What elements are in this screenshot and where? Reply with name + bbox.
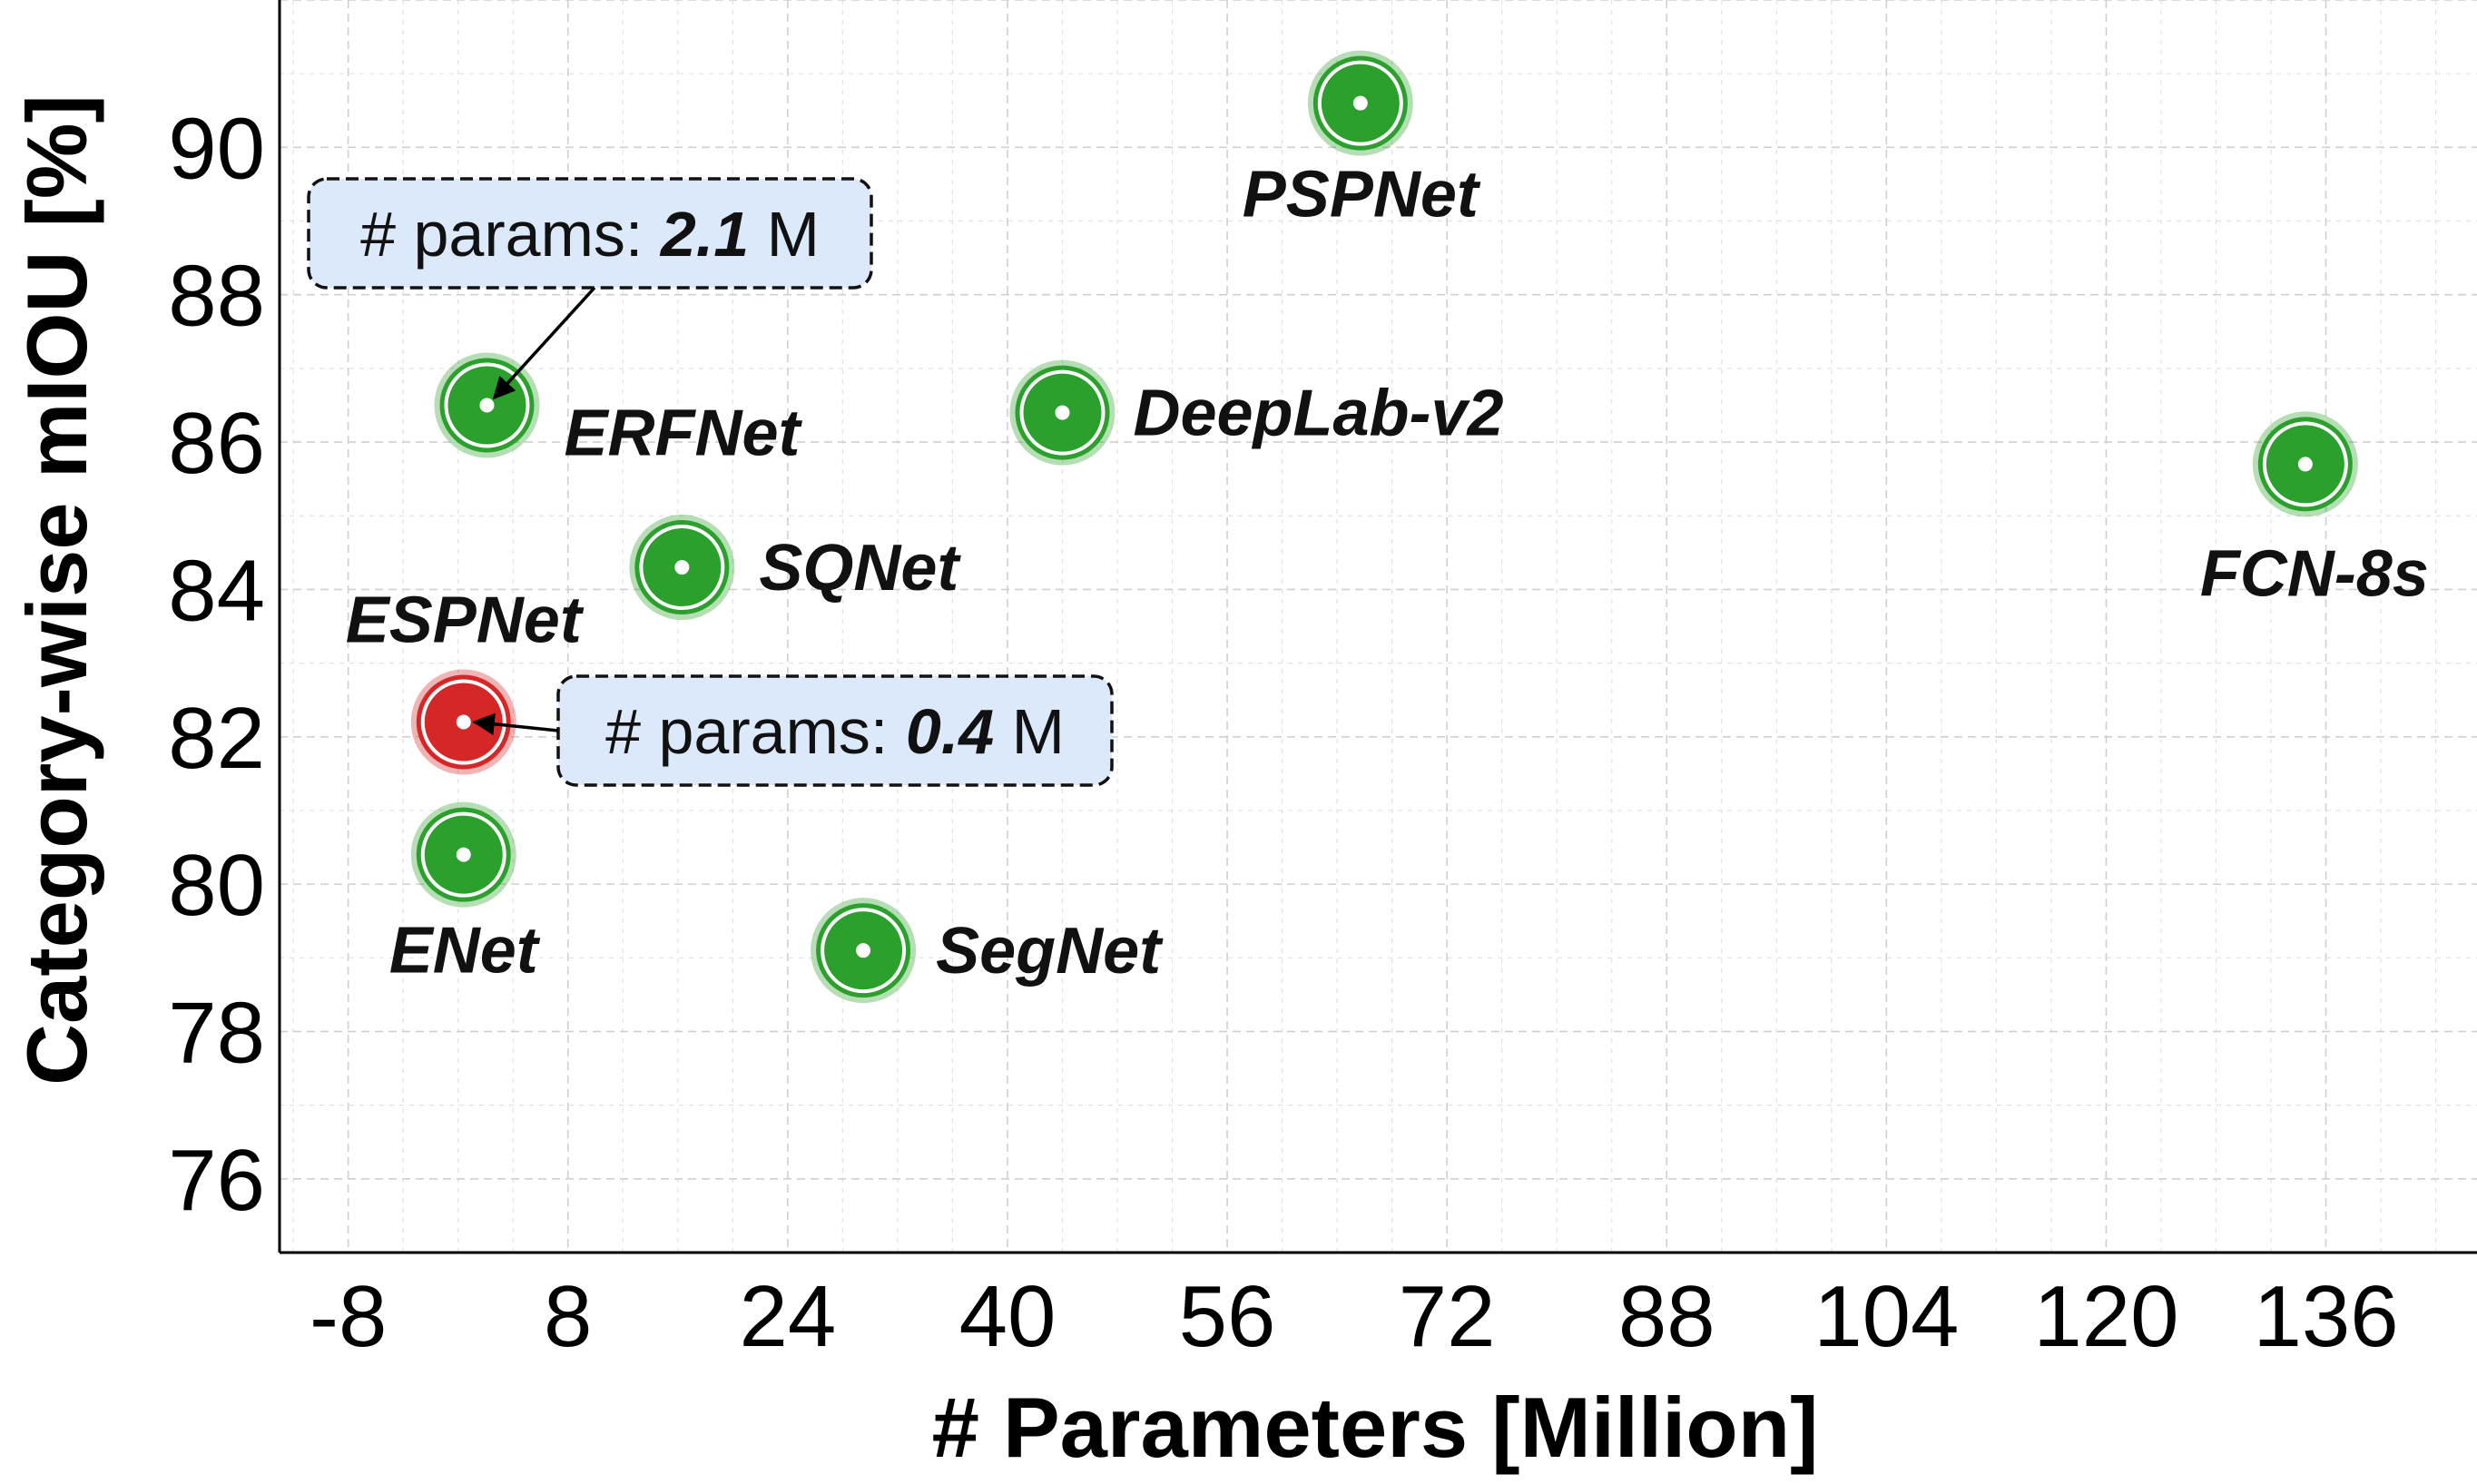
data-point: PSPNet [1243,50,1481,231]
data-point: ESPNet [346,585,585,775]
point-label: FCN-8s [2200,537,2429,610]
annotation-text: # params: 0.4 M [605,696,1065,767]
point-label: ERFNet [564,397,802,469]
point-center [674,560,690,575]
point-label: ENet [389,915,541,988]
annotation-arrow [472,713,559,735]
point-ring [420,811,506,898]
y-tick-label: 80 [168,837,265,934]
x-tick-label: -8 [310,1268,387,1365]
axes [278,0,2477,1254]
annotation-value: 0.4 [906,696,994,767]
x-tick-label: 104 [1814,1268,1959,1365]
x-tick-label: 72 [1399,1268,1496,1365]
data-point: SQNet [629,515,961,621]
x-tick-label: 40 [959,1268,1057,1365]
x-tick-label: 120 [2033,1268,2178,1365]
x-tick-label: 88 [1618,1268,1715,1365]
point-center [1055,405,1070,420]
point-ring [420,679,506,765]
annotation-prefix: # params: [360,199,661,270]
point-ring [444,362,530,448]
x-tick-label: 136 [2253,1268,2398,1365]
y-tick-label: 82 [168,690,265,787]
params-annotation: # params: 2.1 M [307,177,873,400]
data-point: FCN-8s [2200,411,2429,610]
point-ring [2262,421,2348,507]
point-label: PSPNet [1243,159,1481,231]
point-center [456,714,471,730]
point-label: SegNet [936,915,1164,988]
annotation-value: 2.1 [659,199,749,270]
y-tick-label: 78 [168,984,265,1081]
data-point: ERFNet [434,352,803,469]
point-label: SQNet [759,532,961,604]
point-ring [821,908,907,994]
y-tick-label: 76 [168,1132,265,1229]
point-center [856,943,871,958]
data-points: PSPNet ERFNet DeepLab-v2 FCN-8s SQNet ESPNet E… [346,50,2429,1004]
point-center [479,398,495,413]
point-ring [1317,60,1403,146]
tick-labels: -8 8 24 40 56 72 88 104 120 136 76 78 80 82 84 86 88 90 [168,100,2398,1365]
point-label: DeepLab-v2 [1133,378,1503,450]
annotation-prefix: # params: [605,696,906,767]
point-center [2297,457,2313,472]
annotation-arrow [492,286,596,400]
data-point: SegNet [811,898,1164,1004]
point-center [1352,95,1368,111]
point-label: ESPNet [346,585,585,657]
data-point: ENet [389,801,541,988]
annotation-text: # params: 2.1 M [360,199,820,270]
y-tick-label: 88 [168,248,265,345]
annotation-box [307,177,873,290]
y-axis-title: Category-wise mIOU [%] [9,94,104,1086]
y-tick-label: 84 [168,542,265,639]
x-tick-label: 56 [1179,1268,1276,1365]
annotations: # params: 2.1 M# params: 0.4 M [307,177,1114,787]
x-tick-label: 8 [544,1268,592,1365]
point-ring [639,525,725,611]
point-ring [1019,369,1106,456]
y-tick-label: 86 [168,395,265,492]
annotation-unit: M [994,696,1065,767]
x-tick-label: 24 [739,1268,836,1365]
params-annotation: # params: 0.4 M [472,674,1114,787]
grid [280,0,2477,1253]
y-tick-label: 90 [168,100,265,197]
annotation-unit: M [749,199,820,270]
x-axis-title: # Parameters [Million] [932,1380,1819,1475]
data-point: DeepLab-v2 [1009,359,1504,466]
point-center [456,847,471,862]
